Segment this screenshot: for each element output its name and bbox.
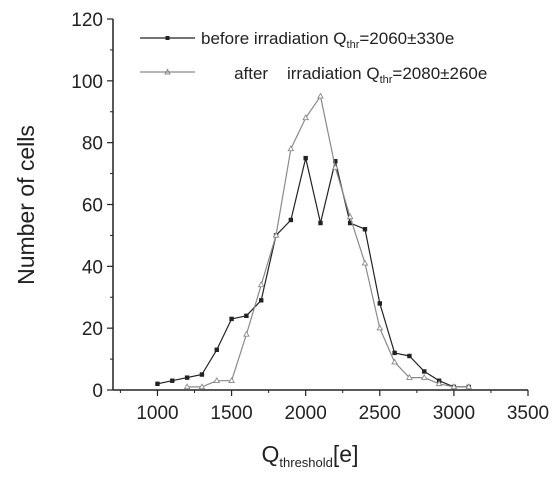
x-ticks: 1000 1500 2000 2500 3000 3500 bbox=[119, 390, 549, 424]
data-point-before bbox=[392, 350, 397, 356]
data-point-after bbox=[465, 383, 473, 390]
data-point-before bbox=[214, 347, 219, 353]
data-point-before bbox=[362, 227, 368, 232]
series-line-after bbox=[187, 95, 469, 388]
x-tick-label: 1500 bbox=[210, 403, 252, 424]
y-tick-label: 60 bbox=[82, 196, 103, 217]
data-point-after bbox=[257, 281, 265, 288]
legend-label-before: before irradiation Qthr=2060±330e bbox=[201, 29, 454, 51]
y-tick-label: 0 bbox=[92, 381, 103, 402]
data-point-before bbox=[303, 155, 308, 161]
data-point-after bbox=[376, 324, 384, 331]
data-point-before bbox=[318, 220, 323, 226]
data-point-before bbox=[199, 372, 205, 377]
x-tick-label: 3000 bbox=[433, 403, 475, 424]
data-point-before bbox=[422, 369, 427, 374]
y-axis-title: Number of cells bbox=[13, 125, 39, 285]
data-point-before bbox=[155, 381, 160, 387]
data-point-before bbox=[259, 298, 264, 303]
y-ticks: 0 20 40 60 80 100 120 bbox=[71, 10, 113, 402]
data-point-after bbox=[450, 383, 458, 390]
legend-label-after: after irradiation Qthr=2080±260e bbox=[201, 64, 511, 86]
data-point-before bbox=[288, 217, 294, 223]
data-point-after bbox=[361, 259, 369, 266]
data-point-after bbox=[183, 383, 191, 390]
data-point-before bbox=[184, 375, 190, 380]
legend: before irradiation Qthr=2060±330e after … bbox=[140, 29, 511, 86]
data-point-before bbox=[244, 313, 249, 318]
y-tick-label: 20 bbox=[82, 319, 103, 340]
x-tick-label: 1000 bbox=[136, 403, 178, 424]
y-tick-label: 80 bbox=[82, 134, 103, 155]
data-point-after bbox=[391, 358, 398, 365]
data-point-before bbox=[229, 316, 234, 322]
data-point-before bbox=[347, 220, 353, 226]
y-tick-label: 40 bbox=[82, 257, 103, 278]
data-point-before bbox=[333, 159, 338, 164]
data-point-before bbox=[377, 301, 382, 306]
data-point-after bbox=[346, 213, 354, 220]
legend-marker-before bbox=[165, 36, 170, 40]
data-point-after bbox=[272, 231, 280, 238]
x-axis-title: Qthreshold[e] bbox=[262, 441, 359, 470]
data-point-after bbox=[420, 373, 428, 380]
data-point-after bbox=[213, 377, 221, 383]
series-line-before bbox=[157, 157, 469, 388]
x-tick-label: 2500 bbox=[359, 403, 401, 424]
y-tick-label: 100 bbox=[71, 72, 103, 93]
series-layer bbox=[155, 92, 473, 390]
data-point-after bbox=[406, 373, 413, 380]
x-tick-label: 2000 bbox=[285, 403, 327, 424]
data-point-after bbox=[331, 163, 339, 170]
plot-area: 1000 1500 2000 2500 3000 3500 0 20 40 60 80 100 120 bbox=[71, 10, 549, 424]
legend-marker-after bbox=[164, 68, 171, 75]
data-point-after bbox=[198, 383, 206, 390]
data-point-before bbox=[170, 378, 175, 383]
data-point-after bbox=[287, 145, 295, 152]
data-point-after bbox=[317, 92, 324, 99]
data-point-after bbox=[228, 377, 235, 383]
data-point-after bbox=[435, 380, 443, 387]
data-point-before bbox=[407, 353, 412, 359]
data-point-after bbox=[243, 330, 250, 337]
x-tick-label: 3500 bbox=[507, 403, 549, 424]
data-point-after bbox=[302, 114, 310, 121]
y-tick-label: 120 bbox=[71, 10, 103, 31]
